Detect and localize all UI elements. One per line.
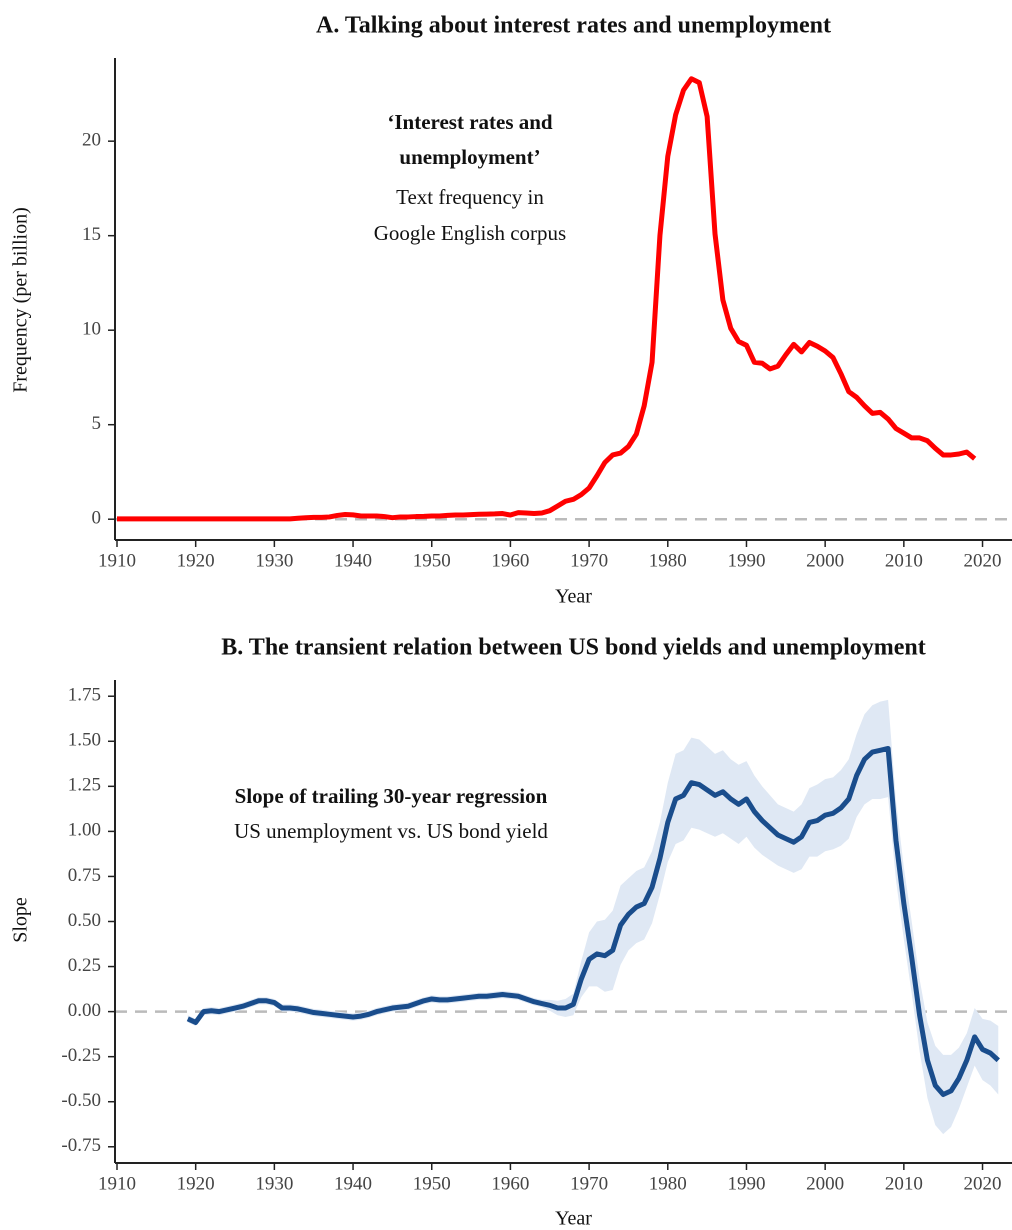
y-tick-label: 5 bbox=[92, 413, 102, 434]
y-tick-label: 1.00 bbox=[68, 820, 101, 841]
x-tick-label: 2000 bbox=[806, 1173, 844, 1194]
y-tick-label: 1.50 bbox=[68, 730, 101, 751]
x-tick-label: 1940 bbox=[334, 1173, 372, 1194]
x-tick-label: 1930 bbox=[255, 550, 293, 571]
x-tick-label: 1910 bbox=[98, 550, 136, 571]
x-tick-label: 2020 bbox=[964, 1173, 1002, 1194]
x-tick-label: 1950 bbox=[413, 550, 451, 571]
x-tick-label: 1930 bbox=[255, 1173, 293, 1194]
x-tick-label: 1970 bbox=[570, 550, 608, 571]
y-tick-label: 0.00 bbox=[68, 1000, 101, 1021]
x-tick-label: 1920 bbox=[177, 550, 215, 571]
data-line bbox=[117, 76, 977, 522]
x-tick-label: 2010 bbox=[885, 1173, 923, 1194]
annotation-text: Text frequency in bbox=[396, 185, 544, 209]
x-tick-label: 1990 bbox=[727, 550, 765, 571]
chart-title: A. Talking about interest rates and unem… bbox=[316, 13, 831, 39]
x-tick-label: 2000 bbox=[806, 550, 844, 571]
x-tick-label: 2020 bbox=[964, 550, 1002, 571]
y-axis-label: Slope bbox=[10, 897, 32, 943]
y-axis-label: Frequency (per billion) bbox=[10, 207, 32, 393]
x-tick-label: 1990 bbox=[727, 1173, 765, 1194]
y-tick-label: 1.25 bbox=[68, 775, 101, 796]
y-tick-label: 0 bbox=[92, 508, 102, 529]
y-tick-label: -0.50 bbox=[61, 1090, 101, 1111]
x-tick-label: 1940 bbox=[334, 550, 372, 571]
annotation-title: unemployment’ bbox=[399, 145, 540, 169]
x-tick-label: 1960 bbox=[491, 550, 529, 571]
y-tick-label: -0.75 bbox=[61, 1135, 101, 1156]
data-line bbox=[186, 745, 1000, 1098]
annotation-title: Slope of trailing 30-year regression bbox=[235, 784, 548, 808]
x-tick-label: 1960 bbox=[491, 1173, 529, 1194]
x-tick-label: 1910 bbox=[98, 1173, 136, 1194]
annotation-title: ‘Interest rates and bbox=[387, 110, 553, 134]
x-tick-label: 1920 bbox=[177, 1173, 215, 1194]
x-tick-label: 1950 bbox=[413, 1173, 451, 1194]
y-tick-label: 10 bbox=[82, 319, 101, 340]
confidence-band bbox=[187, 699, 999, 1135]
annotation-text: Google English corpus bbox=[374, 221, 566, 245]
y-tick-label: 1.75 bbox=[68, 685, 101, 706]
x-tick-label: 1980 bbox=[649, 550, 687, 571]
y-tick-label: 0.25 bbox=[68, 955, 101, 976]
y-tick-label: 20 bbox=[82, 130, 101, 151]
x-tick-label: 2010 bbox=[885, 550, 923, 571]
y-tick-label: -0.25 bbox=[61, 1045, 101, 1066]
x-tick-label: 1970 bbox=[570, 1173, 608, 1194]
x-axis-label: Year bbox=[555, 586, 592, 608]
x-axis-label: Year bbox=[555, 1208, 592, 1230]
chart-title: B. The transient relation between US bon… bbox=[221, 635, 926, 661]
x-tick-label: 1980 bbox=[649, 1173, 687, 1194]
annotation-text: US unemployment vs. US bond yield bbox=[234, 819, 548, 843]
y-tick-label: 0.75 bbox=[68, 865, 101, 886]
y-tick-label: 15 bbox=[82, 224, 101, 245]
y-tick-label: 0.50 bbox=[68, 910, 101, 931]
